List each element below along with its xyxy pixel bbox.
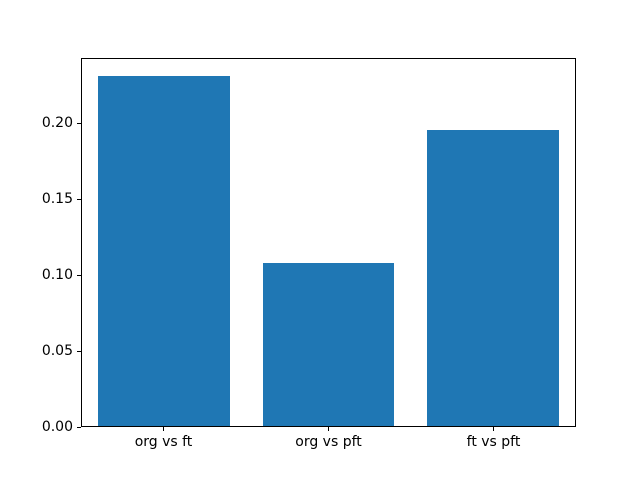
y-tick-label: 0.05 [41,343,73,360]
plot-area [81,58,576,427]
y-tick-mark [77,122,81,124]
x-tick-label: org vs ft [134,434,193,450]
x-tick-mark [493,427,494,431]
y-tick-label: 0.10 [41,267,73,284]
y-tick-mark [77,274,81,276]
bar-org-vs-pft [262,262,395,426]
y-tick-mark [77,426,81,428]
y-tick-label: 0.20 [41,115,73,132]
x-tick-label: org vs pft [295,434,362,450]
y-tick-mark [77,198,81,200]
y-tick-label: 0.00 [41,419,73,435]
x-tick-mark [328,427,329,431]
bar-org-vs-ft [98,75,230,426]
y-tick-mark [77,350,81,352]
x-tick-mark [163,427,164,431]
bar-ft-vs-pft [427,129,559,426]
x-tick-label: ft vs pft [466,434,521,450]
y-tick-label: 0.15 [41,191,73,208]
